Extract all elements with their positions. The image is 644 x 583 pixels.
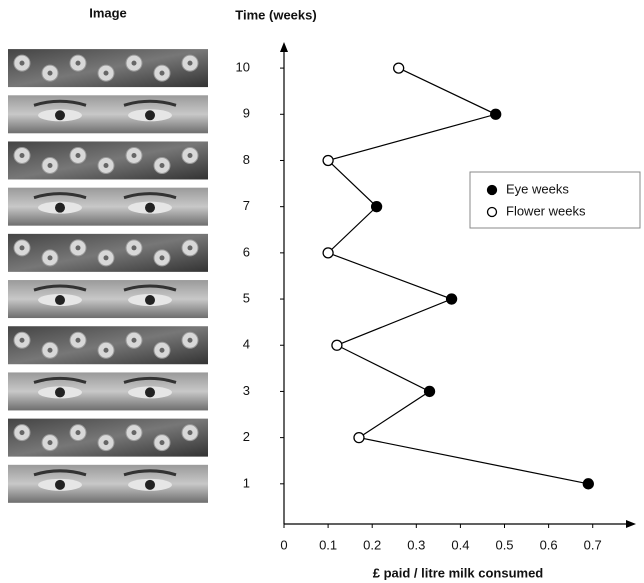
legend-label: Flower weeks <box>506 203 586 218</box>
flower-center <box>132 338 137 343</box>
x-tick-label: 0.4 <box>451 537 469 552</box>
flower-center <box>104 163 109 168</box>
data-point <box>447 294 457 304</box>
eye-iris <box>55 480 65 490</box>
flower-center <box>104 71 109 76</box>
y-axis-arrow <box>280 42 288 52</box>
data-point <box>332 340 342 350</box>
data-line <box>328 68 588 484</box>
flower-center <box>132 61 137 66</box>
image-header: Image <box>89 5 127 20</box>
flower-center <box>20 153 25 158</box>
legend-box <box>470 172 640 228</box>
data-point <box>372 202 382 212</box>
x-tick-label: 0.1 <box>319 537 337 552</box>
x-axis-title: £ paid / litre milk consumed <box>373 565 544 580</box>
flower-center <box>132 153 137 158</box>
eye-iris <box>145 480 155 490</box>
flower-center <box>188 153 193 158</box>
x-tick-label: 0.3 <box>407 537 425 552</box>
flower-center <box>48 440 53 445</box>
chart: Image Time (weeks) £ paid / litre milk c… <box>0 0 644 583</box>
flower-center <box>104 440 109 445</box>
flower-center <box>48 348 53 353</box>
eye-iris <box>55 387 65 397</box>
flower-center <box>160 163 165 168</box>
data-point <box>323 155 333 165</box>
image-strip <box>8 95 208 133</box>
legend-marker <box>488 208 497 217</box>
data-point <box>354 433 364 443</box>
flower-center <box>188 430 193 435</box>
flower-center <box>160 255 165 260</box>
flower-center <box>20 61 25 66</box>
data-point <box>583 479 593 489</box>
y-tick-label: 2 <box>243 429 250 444</box>
image-strip <box>8 280 208 318</box>
data-point <box>491 109 501 119</box>
flower-center <box>160 71 165 76</box>
flower-center <box>188 245 193 250</box>
x-tick-label: 0.6 <box>540 537 558 552</box>
data-point <box>323 248 333 258</box>
x-tick-label: 0.5 <box>495 537 513 552</box>
y-tick-label: 3 <box>243 383 250 398</box>
flower-center <box>76 430 81 435</box>
legend-marker <box>488 186 497 195</box>
y-tick-label: 10 <box>236 60 250 75</box>
flower-center <box>160 348 165 353</box>
flower-center <box>20 245 25 250</box>
y-tick-label: 1 <box>243 475 250 490</box>
x-tick-label: 0 <box>280 537 287 552</box>
image-strip <box>8 372 208 410</box>
x-axis-arrow <box>626 520 636 528</box>
flower-center <box>48 255 53 260</box>
y-tick-label: 4 <box>243 337 250 352</box>
flower-center <box>104 255 109 260</box>
flower-center <box>104 348 109 353</box>
data-point <box>394 63 404 73</box>
flower-center <box>20 338 25 343</box>
flower-center <box>160 440 165 445</box>
flower-center <box>76 153 81 158</box>
y-tick-label: 7 <box>243 198 250 213</box>
image-strip <box>8 465 208 503</box>
eye-iris <box>145 110 155 120</box>
flower-center <box>48 163 53 168</box>
data-point <box>425 386 435 396</box>
eye-iris <box>55 203 65 213</box>
flower-center <box>132 430 137 435</box>
eye-iris <box>145 295 155 305</box>
image-strips <box>8 49 208 503</box>
eye-iris <box>145 203 155 213</box>
eye-iris <box>145 387 155 397</box>
x-tick-label: 0.7 <box>584 537 602 552</box>
flower-center <box>76 61 81 66</box>
flower-center <box>20 430 25 435</box>
eye-iris <box>55 110 65 120</box>
x-tick-label: 0.2 <box>363 537 381 552</box>
y-axis-title: Time (weeks) <box>235 7 316 22</box>
legend-label: Eye weeks <box>506 181 569 196</box>
y-tick-label: 6 <box>243 244 250 259</box>
flower-center <box>188 338 193 343</box>
flower-center <box>76 245 81 250</box>
eye-iris <box>55 295 65 305</box>
flower-center <box>76 338 81 343</box>
flower-center <box>48 71 53 76</box>
y-tick-label: 8 <box>243 152 250 167</box>
y-tick-label: 9 <box>243 106 250 121</box>
flower-center <box>188 61 193 66</box>
image-strip <box>8 188 208 226</box>
y-tick-label: 5 <box>243 290 250 305</box>
flower-center <box>132 245 137 250</box>
